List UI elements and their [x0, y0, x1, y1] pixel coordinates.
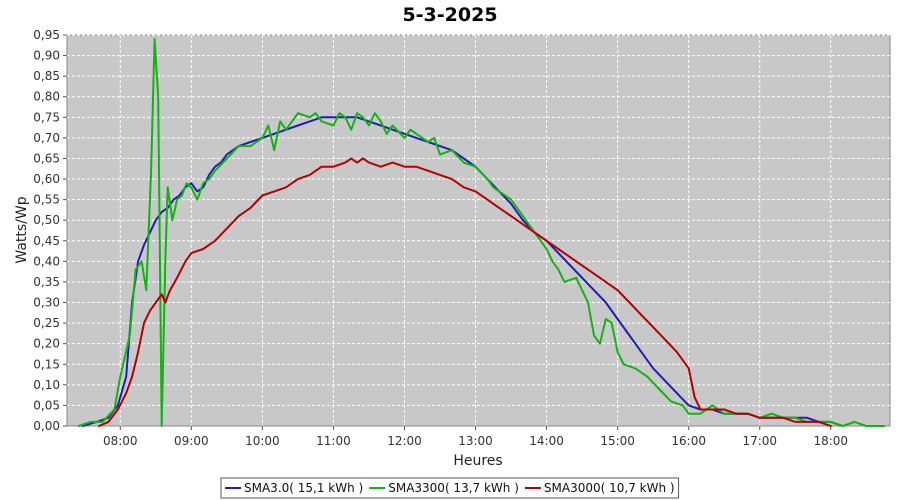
- y-tick-label: 0,70: [33, 131, 60, 145]
- x-tick-label: 13:00: [458, 434, 493, 448]
- y-tick-label: 0,10: [33, 378, 60, 392]
- x-tick-label: 12:00: [387, 434, 422, 448]
- y-tick-label: 0,85: [33, 69, 60, 83]
- legend-label: SMA3300( 13,7 kWh ): [388, 481, 519, 495]
- grid-lines: [67, 34, 890, 426]
- x-tick-label: 14:00: [529, 434, 564, 448]
- y-tick-label: 0,05: [33, 398, 60, 412]
- y-axis-title: Watts/Wp: [14, 196, 30, 263]
- y-tick-label: 0,45: [33, 234, 60, 248]
- y-tick-label: 0,75: [33, 110, 60, 124]
- series-layer: [77, 38, 886, 427]
- legend-item: SMA3.0( 15,1 kWh ): [225, 481, 363, 495]
- x-tick-label: 15:00: [600, 434, 635, 448]
- x-tick-label: 16:00: [671, 434, 706, 448]
- plot-area: [66, 34, 891, 427]
- y-tick-label: 0,20: [33, 337, 60, 351]
- y-tick-label: 0,40: [33, 254, 60, 268]
- y-tick-label: 0,55: [33, 193, 60, 207]
- legend-label: SMA3000( 10,7 kWh ): [544, 481, 675, 495]
- y-tick-label: 0,65: [33, 151, 60, 165]
- y-tick-label: 0,30: [33, 296, 60, 310]
- x-tick-label: 08:00: [103, 434, 138, 448]
- legend: SMA3.0( 15,1 kWh ) SMA3300( 13,7 kWh ) SMA…: [220, 477, 680, 499]
- y-tick-label: 0,25: [33, 316, 60, 330]
- legend-item: SMA3300( 13,7 kWh ): [369, 481, 519, 495]
- x-axis-title: Heures: [453, 453, 502, 469]
- chart-title: 5-3-2025: [402, 4, 497, 26]
- y-tick-label: 0,60: [33, 172, 60, 186]
- y-tick-label: 0,50: [33, 213, 60, 227]
- y-tick-label: 0,00: [33, 419, 60, 433]
- y-tick-label: 0,35: [33, 275, 60, 289]
- legend-label: SMA3.0( 15,1 kWh ): [244, 481, 363, 495]
- x-tick-label: 10:00: [245, 434, 280, 448]
- y-tick-label: 0,90: [33, 49, 60, 63]
- x-tick-label: 18:00: [813, 434, 848, 448]
- series-line-sma3000: [98, 157, 832, 427]
- axes: 0,00 0,05 0,10 0,15 0,20 0,25 0,30 0,35 0,40 0,45…: [33, 28, 848, 448]
- y-tick-label: 0,95: [33, 28, 60, 42]
- legend-frame: [220, 477, 680, 499]
- y-tick-label: 0,15: [33, 357, 60, 371]
- legend-item: SMA3000( 10,7 kWh ): [524, 481, 675, 495]
- series-line-sma3300: [77, 38, 886, 427]
- y-tick-label: 0,80: [33, 90, 60, 104]
- x-tick-label: 11:00: [316, 434, 351, 448]
- x-tick-label: 09:00: [174, 434, 209, 448]
- x-tick-label: 17:00: [742, 434, 777, 448]
